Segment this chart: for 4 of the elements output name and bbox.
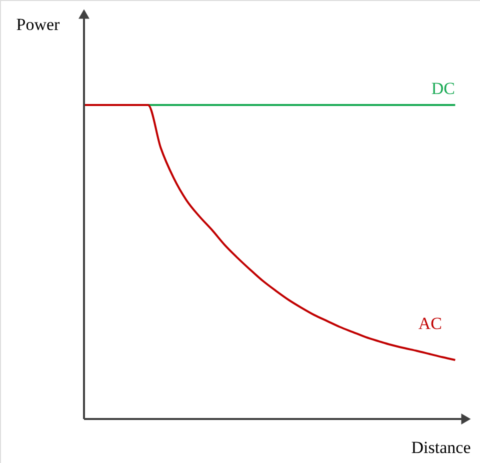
x-axis-title: Distance bbox=[411, 438, 471, 457]
series-label: DC bbox=[431, 79, 456, 98]
series-label: AC bbox=[418, 314, 442, 333]
y-axis-title: Power bbox=[16, 15, 60, 34]
